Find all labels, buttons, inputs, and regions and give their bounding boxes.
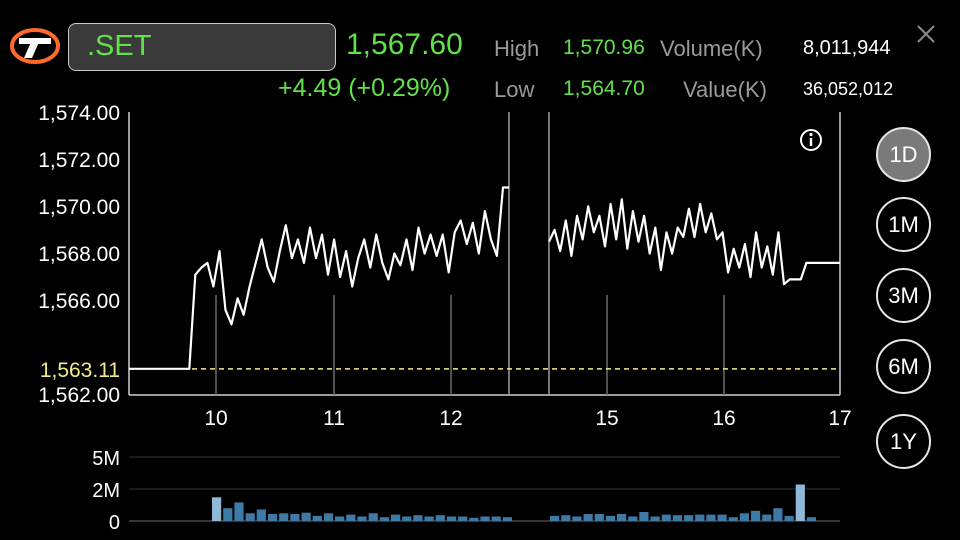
volume-bar xyxy=(446,516,457,521)
price-line-afternoon xyxy=(548,198,840,286)
volume-bar xyxy=(639,512,649,521)
volume-bar xyxy=(301,512,311,521)
volume-bar xyxy=(784,515,794,521)
volume-bar xyxy=(346,514,356,521)
volume-value: 8,011,944 xyxy=(803,37,891,59)
volume-bar xyxy=(458,516,468,521)
volume-bar xyxy=(583,514,593,521)
prev-close-label: 1,563.11 xyxy=(40,359,120,382)
volume-bar xyxy=(402,516,412,521)
volume-bar xyxy=(550,515,560,521)
volume-bar xyxy=(234,502,244,521)
volume-bar xyxy=(728,517,738,521)
symbol-search-box[interactable]: .SET xyxy=(68,23,336,71)
y-tick-label: 1,574.00 xyxy=(38,102,120,125)
close-button[interactable] xyxy=(914,22,938,46)
volume-bar xyxy=(617,514,627,521)
price-change: +4.49 (+0.29%) xyxy=(278,74,451,102)
x-tick-label: 10 xyxy=(204,407,227,430)
volume-bar xyxy=(312,515,322,521)
volume-bar xyxy=(572,516,582,521)
volume-bar xyxy=(706,514,716,521)
volume-bar xyxy=(435,515,445,521)
volume-bar xyxy=(424,516,434,521)
volume-bar xyxy=(290,514,300,521)
volume-bar xyxy=(212,497,222,521)
x-tick-label: 16 xyxy=(712,407,735,430)
volume-bar xyxy=(480,516,490,521)
volume-bar xyxy=(335,516,345,521)
volume-bar xyxy=(256,509,266,521)
volume-bar xyxy=(245,513,255,521)
period-button-1m[interactable]: 1M xyxy=(876,197,931,252)
volume-bar xyxy=(223,508,233,521)
volume-bar xyxy=(391,514,401,521)
volume-tick-label: 5M xyxy=(92,448,120,470)
close-icon xyxy=(917,25,935,43)
volume-bar xyxy=(357,516,367,521)
settrade-logo-icon xyxy=(10,27,60,65)
symbol-text: .SET xyxy=(87,30,152,62)
info-icon[interactable] xyxy=(800,129,822,151)
x-tick-label: 15 xyxy=(595,407,618,430)
low-label: Low xyxy=(494,77,535,102)
price-line-morning xyxy=(129,186,509,370)
volume-bar xyxy=(650,516,660,521)
volume-bar xyxy=(628,516,638,521)
volume-bar xyxy=(717,514,727,521)
value-label: Value(K) xyxy=(683,77,767,102)
x-tick-label: 12 xyxy=(439,407,462,430)
y-tick-label: 1,568.00 xyxy=(38,243,120,266)
volume-bar xyxy=(279,513,289,521)
volume-bar xyxy=(695,514,705,521)
volume-bar xyxy=(561,515,571,521)
volume-bar xyxy=(379,517,389,521)
high-label: High xyxy=(494,36,540,61)
volume-bar xyxy=(502,517,512,521)
volume-bar xyxy=(684,515,694,521)
volume-bar xyxy=(267,514,278,521)
high-value: 1,570.96 xyxy=(563,36,645,59)
volume-bar xyxy=(368,513,378,521)
volume-bar xyxy=(469,517,479,521)
volume-bar xyxy=(739,513,749,521)
volume-bar xyxy=(491,516,501,521)
period-button-6m[interactable]: 6M xyxy=(876,339,931,394)
volume-bar xyxy=(773,508,783,521)
volume-bar xyxy=(806,517,816,521)
y-tick-label: 1,570.00 xyxy=(38,196,120,219)
volume-bar xyxy=(605,515,615,521)
value-value: 36,052,012 xyxy=(803,79,894,99)
volume-tick-label: 2M xyxy=(92,480,120,502)
last-price: 1,567.60 xyxy=(346,28,463,61)
period-button-1d[interactable]: 1D xyxy=(876,127,931,182)
volume-bar xyxy=(661,514,671,521)
y-tick-label: 1,572.00 xyxy=(38,149,120,172)
period-button-1y[interactable]: 1Y xyxy=(876,414,931,469)
volume-bar xyxy=(413,515,423,521)
volume-bar xyxy=(751,510,761,521)
y-tick-label: 1,562.00 xyxy=(38,384,120,407)
volume-bar xyxy=(795,484,805,521)
x-tick-label: 17 xyxy=(828,407,851,430)
volume-bar xyxy=(323,513,334,521)
x-tick-label: 11 xyxy=(323,407,345,430)
volume-tick-label: 0 xyxy=(109,512,120,534)
volume-label: Volume(K) xyxy=(660,36,763,61)
volume-bar xyxy=(594,514,604,521)
period-button-3m[interactable]: 3M xyxy=(876,268,931,323)
low-value: 1,564.70 xyxy=(563,77,645,100)
volume-bar xyxy=(762,514,772,521)
volume-bar xyxy=(672,515,682,521)
y-tick-label: 1,566.00 xyxy=(38,290,120,313)
